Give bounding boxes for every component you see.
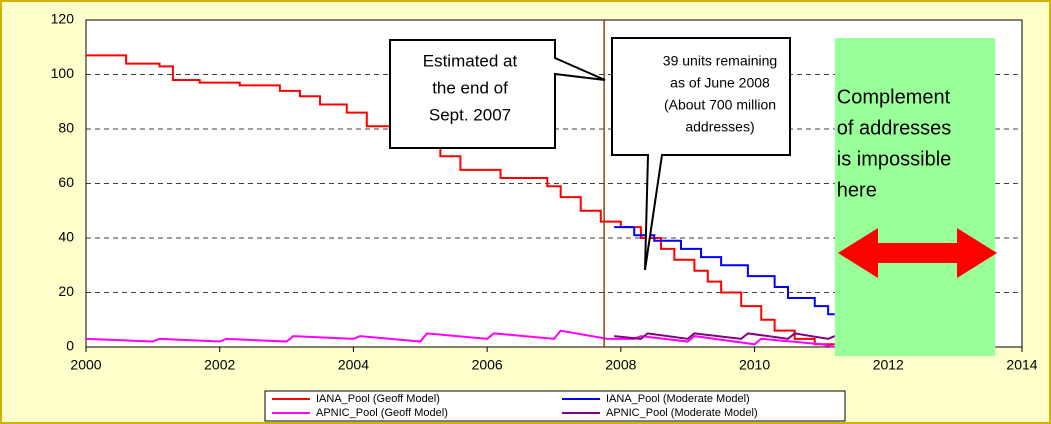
annotation-text: is impossible [837, 148, 951, 170]
annotation-text: of addresses [837, 117, 952, 139]
x-tick-label: 2014 [1006, 357, 1037, 373]
series-line [614, 332, 836, 340]
annotation-text: addresses) [685, 119, 754, 135]
annotation-text: 39 units remaining [663, 53, 777, 69]
annotation-text: Estimated at [423, 51, 518, 70]
callout [611, 37, 791, 271]
x-tick-label: 2002 [204, 357, 235, 373]
legend-label: IANA_Pool (Geoff Model) [316, 393, 440, 405]
annotation-text: as of June 2008 [670, 75, 770, 91]
annotation-text: (About 700 million [664, 97, 776, 113]
annotation-text: here [837, 179, 877, 201]
shaded-region [834, 38, 996, 356]
y-tick-label: 60 [58, 174, 74, 190]
x-tick-label: 2012 [873, 357, 904, 373]
legend-label: APNIC_Pool (Moderate Model) [606, 407, 758, 419]
x-tick-label: 2004 [338, 357, 369, 373]
double-arrow [838, 228, 997, 278]
series-line [86, 54, 835, 346]
y-tick-label: 80 [58, 120, 74, 136]
y-tick-label: 40 [58, 229, 74, 245]
x-tick-label: 2006 [472, 357, 503, 373]
annotation-text: Complement [837, 86, 951, 108]
x-tick-label: 2008 [605, 357, 636, 373]
series-line [614, 226, 835, 316]
y-tick-label: 100 [51, 65, 75, 81]
x-tick-label: 2000 [70, 357, 101, 373]
y-tick-label: 0 [66, 338, 74, 354]
legend-box [264, 390, 846, 422]
callout [389, 39, 606, 149]
x-tick-label: 2010 [739, 357, 770, 373]
series-line [85, 329, 835, 348]
legend-label: IANA_Pool (Moderate Model) [606, 393, 750, 405]
legend-label: APNIC_Pool (Geoff Model) [316, 407, 448, 419]
annotation-text: Sept. 2007 [429, 105, 511, 124]
y-tick-label: 120 [51, 11, 75, 27]
annotation-text: the end of [432, 78, 508, 97]
y-tick-label: 20 [58, 283, 74, 299]
